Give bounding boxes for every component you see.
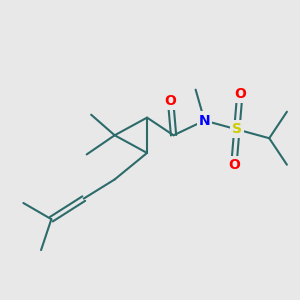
Text: O: O (234, 87, 246, 101)
Text: O: O (228, 158, 240, 172)
Text: O: O (165, 94, 176, 108)
Text: S: S (232, 122, 242, 136)
Text: N: N (199, 114, 210, 128)
